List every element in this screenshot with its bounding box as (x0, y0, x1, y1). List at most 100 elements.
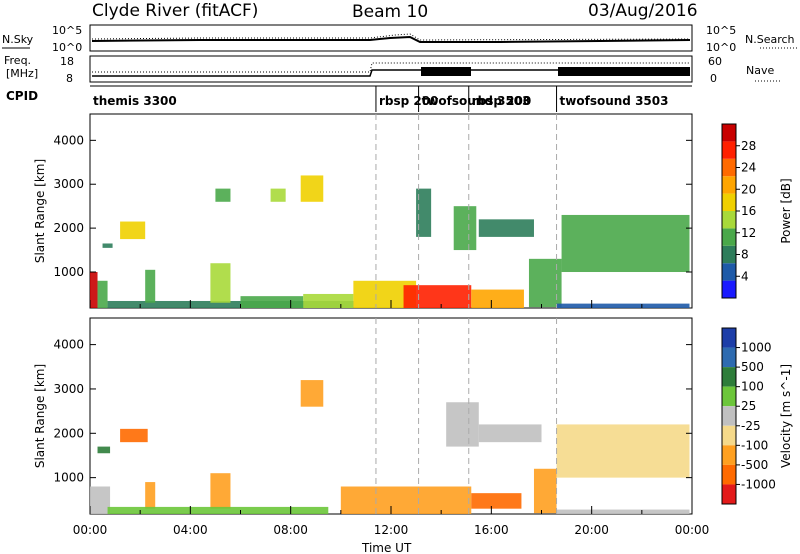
colorbar-swatch (722, 245, 736, 264)
colorbar-swatch (722, 158, 736, 177)
scatter-region (478, 424, 542, 443)
scatter-region (403, 285, 472, 308)
colorbar-tick-label: -100 (741, 438, 768, 452)
scatter-region (107, 300, 354, 308)
scatter-region (102, 243, 113, 248)
scatter-region (145, 269, 156, 303)
nave-label: Nave (746, 64, 774, 77)
scatter-region (270, 188, 286, 202)
scatter-region (120, 428, 148, 443)
colorbar-swatch (722, 141, 736, 159)
x-tick-label: 16:00 (474, 523, 509, 537)
colorbar-swatch (722, 464, 736, 485)
sky-noise-trace (91, 35, 691, 43)
scatter-region (556, 424, 690, 478)
noise-left-tick-top: 10^5 (52, 24, 82, 37)
colorbar-tick-label: 100 (741, 380, 764, 394)
scatter-region (453, 206, 477, 251)
search-noise-trace (91, 33, 691, 41)
scatter-region (97, 446, 111, 454)
y-tick-label: 1000 (53, 471, 84, 485)
colorbar-swatch (722, 263, 736, 281)
scatter-region (97, 280, 108, 308)
scatter-region (300, 380, 324, 407)
scatter-region (533, 468, 557, 514)
colorbar-swatch (722, 280, 736, 298)
y-tick-label: 4000 (53, 338, 84, 352)
scatter-region (210, 263, 231, 303)
colorbar-tick-label: 24 (741, 161, 756, 175)
colorbar-swatch (722, 484, 736, 504)
y-tick-label: 3000 (53, 177, 84, 191)
nave-block-1 (421, 67, 471, 76)
y-tick-label: 2000 (53, 426, 84, 440)
y-tick-label: 3000 (53, 382, 84, 396)
colorbar-swatch (722, 228, 736, 246)
colorbar-swatch (722, 425, 736, 446)
cpid-segment-label: rbsp 200 (472, 94, 531, 108)
x-tick-label: 00:00 (73, 523, 108, 537)
colorbar-tick-label: 12 (741, 226, 756, 240)
colorbar-tick-label: -1000 (741, 477, 776, 491)
y-tick-label: 2000 (53, 221, 84, 235)
power-panel: 1000 2000 3000 4000 Slant Range [km] 4 8 12 16 20… (33, 113, 793, 309)
scatter-region (446, 402, 479, 447)
panel-frame (89, 113, 693, 309)
colorbar-swatch (722, 176, 736, 194)
scatter-region (556, 509, 690, 514)
noise-left-label: N.Sky (2, 33, 34, 46)
velocity-panel: 1000 2000 3000 4000 Slant Range [km] 1000 500 1… (33, 317, 793, 515)
colorbar-tick-label: 16 (741, 204, 756, 218)
colorbar-swatch (722, 386, 736, 407)
cpid-segment-label: twofsound 3503 (560, 94, 669, 108)
colorbar-label: Velocity [m s^-1] (779, 364, 793, 468)
y-axis-label: Slant Range [km] (33, 159, 47, 263)
scatter-region (215, 188, 231, 202)
beam-label: Beam 10 (352, 2, 428, 22)
frequency-panel: Freq. [MHz] 18 8 60 0 Nave (4, 54, 780, 85)
y-tick-label: 4000 (53, 133, 84, 147)
colorbar-swatch (722, 211, 736, 229)
scatter-region (90, 272, 98, 308)
panel-frame (89, 317, 693, 515)
station-title: Clyde River (fitACF) (92, 1, 258, 21)
colorbar-tick-label: -500 (741, 458, 768, 472)
noise-left-tick-bottom: 10^0 (52, 41, 82, 54)
noise-right-tick-bottom: 10^0 (706, 41, 736, 54)
x-tick-label: 00:00 (675, 523, 710, 537)
scatter-region (478, 219, 534, 237)
x-axis: 00:00 04:00 08:00 12:00 16:00 20:00 00:00 (73, 523, 710, 537)
frequency-panel-frame (89, 55, 693, 83)
scatter-region (471, 289, 524, 308)
colorbar-swatch (722, 347, 736, 368)
scatter-region (240, 296, 304, 308)
x-axis-label: Time UT (361, 541, 412, 554)
scatter-region (416, 188, 432, 237)
colorbar-label: Power [dB] (779, 178, 793, 243)
scatter-region (303, 293, 354, 308)
scatter-region (210, 473, 231, 509)
colorbar-swatch (722, 445, 736, 465)
colorbar-tick-label: 28 (741, 139, 756, 153)
colorbar-swatch (722, 406, 736, 426)
date-label: 03/Aug/2016 (588, 1, 698, 21)
colorbar-tick-label: 20 (741, 182, 756, 196)
x-tick-label: 20:00 (574, 523, 609, 537)
scatter-region (556, 303, 690, 308)
nave-block-2 (558, 67, 690, 76)
cpid-segment-label: twofsound 3503 (422, 94, 531, 108)
scatter-region (107, 506, 329, 514)
x-tick-label: 08:00 (273, 523, 308, 537)
cpid-segment-label: themis 3300 (93, 94, 177, 108)
freq-label-line1: Freq. (4, 54, 31, 67)
colorbar-swatch (722, 193, 736, 211)
colorbar-tick-label: -25 (741, 419, 761, 433)
scatter-region (300, 175, 324, 202)
freq-label-line2: [MHz] (6, 67, 38, 80)
nave-right-tick-bottom: 0 (710, 72, 717, 85)
scatter-region (561, 214, 690, 273)
colorbar-tick-label: 25 (741, 399, 756, 413)
nave-trace (92, 62, 690, 73)
